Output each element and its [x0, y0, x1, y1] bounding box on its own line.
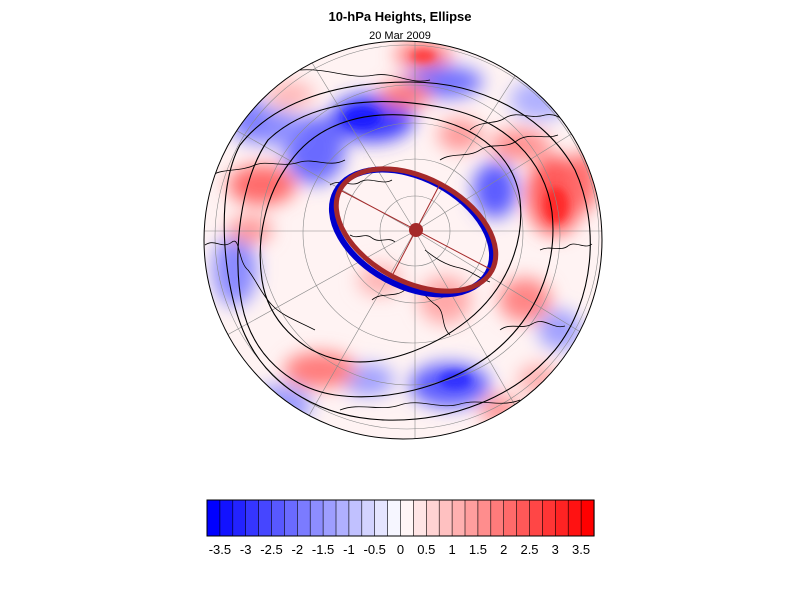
colorbar-tick-label: -1: [343, 542, 355, 557]
fitted-ellipse: [333, 166, 499, 294]
colorbar-cell: [567, 499, 582, 537]
colorbar-cell: [309, 499, 324, 537]
colorbar-cell: [387, 499, 402, 537]
colorbar-tick-label: 1: [448, 542, 456, 557]
map-title: 10-hPa Heights, Ellipse: [328, 9, 472, 24]
colorbar-frame: [206, 499, 595, 537]
colorbar-cell: [335, 499, 350, 537]
colorbar-labels: -3.5 -3 -2.5 -2 -1.5 -1 -0.5 0 0.5 1 1.5 2 2.5 3 3.5: [0, 542, 800, 562]
colorbar-cell: [322, 499, 337, 537]
colorbar-tick-label: -1.5: [311, 542, 335, 557]
colorbar-tick-label: -0.5: [363, 542, 386, 557]
colorbar-cell: [296, 499, 311, 537]
colorbar-cell: [554, 499, 569, 537]
height-contours: [223, 81, 591, 421]
colorbar-cell: [271, 499, 285, 537]
graticule: [204, 41, 602, 439]
map-subtitle: 20 Mar 2009: [369, 30, 431, 42]
colorbar-cell: [516, 499, 531, 537]
colorbar-cell: [477, 499, 492, 537]
colorbar-cell: [284, 499, 298, 537]
colorbar-cell: [425, 499, 440, 537]
colorbar-tick-label: 2: [500, 542, 508, 557]
colorbar-cell: [451, 499, 466, 537]
colorbar-cell: [348, 499, 363, 537]
colorbar-tick-label: -2: [291, 542, 304, 557]
colorbar-cell: [400, 499, 414, 537]
map-boundary: [203, 40, 603, 440]
colorbar-cell: [361, 499, 376, 537]
colorbar-tick-label: -3.5: [208, 542, 232, 557]
colorbar-cell: [580, 499, 595, 537]
colorbar-cell: [258, 499, 273, 537]
colorbar-tick-label: 0.5: [417, 542, 436, 557]
colorbar-cell: [464, 499, 479, 537]
colorbar-cell: [438, 499, 453, 537]
colorbar-cell: [413, 499, 427, 537]
colorbar-tick-label: 1.5: [468, 542, 487, 557]
colorbar-tick-label: 2.5: [520, 542, 539, 557]
colorbar-cell: [232, 499, 247, 537]
colorbar-cell: [529, 499, 543, 537]
colorbar-cell: [490, 499, 505, 537]
ellipse-center-marker: [409, 223, 423, 237]
colorbar-tick-label: 3.5: [572, 542, 591, 557]
colorbar-cell: [374, 499, 389, 537]
colorbar-tick-label: 0: [396, 542, 405, 557]
colorbar-cell: [206, 499, 221, 537]
colorbar-tick-label: 3: [551, 542, 559, 557]
colorbar-tick-label: -3: [239, 542, 252, 557]
colorbar-cell: [542, 499, 556, 537]
colorbar-cell: [219, 499, 234, 537]
colorbar-tick-label: -2.5: [260, 542, 283, 557]
colorbar-cell: [245, 499, 260, 537]
colorbar-cell: [503, 499, 518, 537]
